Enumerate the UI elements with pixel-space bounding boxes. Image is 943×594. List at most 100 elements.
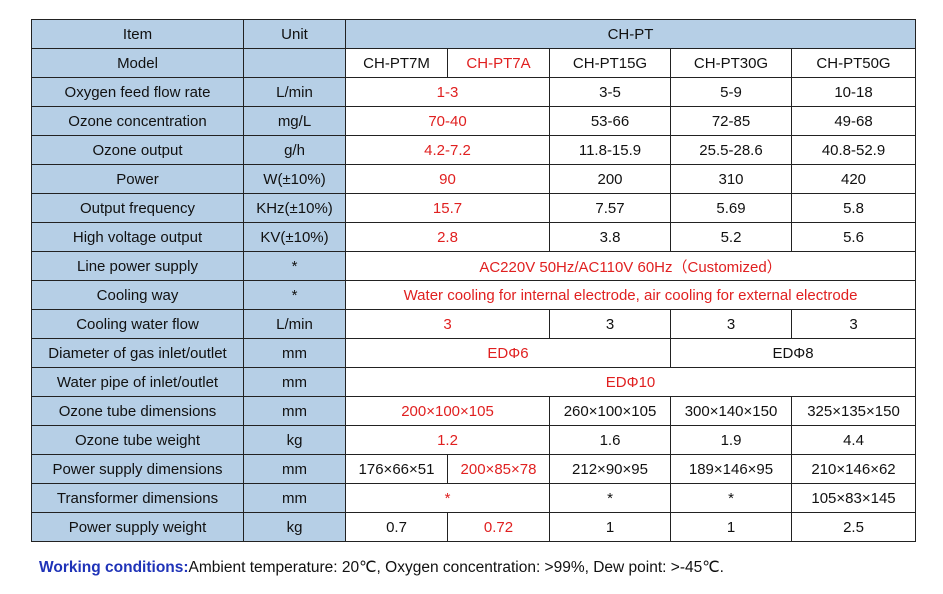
row-unit: mm: [243, 396, 346, 426]
working-conditions-text: Ambient temperature: 20℃, Oxygen concent…: [188, 559, 724, 576]
row-unit: g/h: [243, 135, 346, 165]
row-label: Oxygen feed flow rate: [31, 77, 244, 107]
value-cell: 176×66×51: [345, 454, 448, 484]
value-cell: 4.2-7.2: [345, 135, 550, 165]
table-row: Cooling way * Water cooling for internal…: [31, 280, 917, 310]
value-cell: 260×100×105: [549, 396, 671, 426]
row-unit: W(±10%): [243, 164, 346, 194]
row-unit: mm: [243, 338, 346, 368]
row-label: Cooling water flow: [31, 309, 244, 339]
row-label: Output frequency: [31, 193, 244, 223]
value-cell: 5.69: [670, 193, 792, 223]
value-cell: 90: [345, 164, 550, 194]
value-cell: 1.2: [345, 425, 550, 455]
row-label: Ozone tube dimensions: [31, 396, 244, 426]
value-cell: 5-9: [670, 77, 792, 107]
working-conditions-note: Working conditions:Ambient temperature: …: [39, 558, 724, 577]
table-row: Power W(±10%) 90 200 310 420: [31, 164, 917, 194]
value-cell: 4.4: [790, 425, 917, 455]
value-cell: 70-40: [345, 106, 550, 136]
value-cell: 3: [549, 309, 671, 339]
value-cell: 2.5: [790, 512, 917, 542]
value-cell: 300×140×150: [670, 396, 792, 426]
table-row: Transformer dimensions mm * * * 105×83×1…: [31, 483, 917, 513]
table-row: Water pipe of inlet/outlet mm EDΦ10: [31, 367, 917, 397]
row-label: Transformer dimensions: [31, 483, 244, 513]
value-cell: 0.72: [447, 512, 550, 542]
row-unit: mm: [243, 367, 346, 397]
value-cell: 210×146×62: [790, 454, 917, 484]
value-cell: 10-18: [790, 77, 917, 107]
row-unit: mm: [243, 483, 346, 513]
value-cell: 420: [790, 164, 917, 194]
value-cell: 1: [670, 512, 792, 542]
value-cell: 0.7: [345, 512, 448, 542]
row-unit: [243, 48, 346, 78]
value-cell: 7.57: [549, 193, 671, 223]
value-cell: 53-66: [549, 106, 671, 136]
value-cell: 3: [790, 309, 917, 339]
working-conditions-label: Working conditions:: [39, 559, 189, 576]
spec-table: Item Unit CH-PT Model CH-PT7M CH-PT7A CH…: [31, 19, 917, 542]
value-cell: AC220V 50Hz/AC110V 60Hz（Customized）: [344, 251, 917, 281]
table-row: Ozone tube dimensions mm 200×100×105 260…: [31, 396, 917, 426]
value-cell: 3.8: [549, 222, 671, 252]
row-unit: *: [243, 251, 346, 281]
value-cell: 25.5-28.6: [670, 135, 792, 165]
row-unit: L/min: [243, 309, 346, 339]
row-unit: *: [243, 280, 346, 310]
value-cell: 1.9: [670, 425, 792, 455]
row-label: Ozone tube weight: [31, 425, 244, 455]
value-cell: 200×100×105: [345, 396, 550, 426]
value-cell: 11.8-15.9: [549, 135, 671, 165]
row-unit: kg: [243, 425, 346, 455]
model-cell: CH-PT7A: [447, 48, 550, 78]
value-cell: 2.8: [345, 222, 550, 252]
row-label: Ozone output: [31, 135, 244, 165]
model-cell: CH-PT30G: [670, 48, 792, 78]
value-cell: 49-68: [790, 106, 917, 136]
value-cell: EDΦ10: [344, 367, 917, 397]
value-cell: 72-85: [670, 106, 792, 136]
value-cell: 40.8-52.9: [790, 135, 917, 165]
value-cell: 5.6: [790, 222, 917, 252]
row-label: High voltage output: [31, 222, 244, 252]
value-cell: 1.6: [549, 425, 671, 455]
row-label: Line power supply: [31, 251, 244, 281]
value-cell: 15.7: [345, 193, 550, 223]
header-unit: Unit: [243, 19, 346, 49]
model-cell: CH-PT50G: [790, 48, 917, 78]
value-cell: Water cooling for internal electrode, ai…: [344, 280, 917, 310]
value-cell: 1: [549, 512, 671, 542]
row-label: Cooling way: [31, 280, 244, 310]
row-unit: KHz(±10%): [243, 193, 346, 223]
table-row: Ozone tube weight kg 1.2 1.6 1.9 4.4: [31, 425, 917, 455]
value-cell: 3: [345, 309, 550, 339]
row-label: Diameter of gas inlet/outlet: [31, 338, 244, 368]
row-label: Model: [31, 48, 244, 78]
table-row: Output frequency KHz(±10%) 15.7 7.57 5.6…: [31, 193, 917, 223]
value-cell: 5.8: [790, 193, 917, 223]
value-cell: *: [345, 483, 550, 513]
model-cell: CH-PT7M: [345, 48, 448, 78]
table-row: Ozone output g/h 4.2-7.2 11.8-15.9 25.5-…: [31, 135, 917, 165]
value-cell: 200: [549, 164, 671, 194]
row-label: Power: [31, 164, 244, 194]
row-unit: mm: [243, 454, 346, 484]
table-row: High voltage output KV(±10%) 2.8 3.8 5.2…: [31, 222, 917, 252]
table-row: Power supply dimensions mm 176×66×51 200…: [31, 454, 917, 484]
row-unit: KV(±10%): [243, 222, 346, 252]
value-cell: EDΦ8: [669, 338, 917, 368]
header-series: CH-PT: [344, 19, 917, 49]
row-label: Power supply weight: [31, 512, 244, 542]
value-cell: 3: [670, 309, 792, 339]
model-cell: CH-PT15G: [549, 48, 671, 78]
table-row: Line power supply * AC220V 50Hz/AC110V 6…: [31, 251, 917, 281]
table-row: Oxygen feed flow rate L/min 1-3 3-5 5-9 …: [31, 77, 917, 107]
header-item: Item: [31, 19, 244, 49]
row-unit: L/min: [243, 77, 346, 107]
row-unit: kg: [243, 512, 346, 542]
model-row: Model CH-PT7M CH-PT7A CH-PT15G CH-PT30G …: [31, 48, 917, 78]
value-cell: 189×146×95: [670, 454, 792, 484]
value-cell: *: [549, 483, 671, 513]
